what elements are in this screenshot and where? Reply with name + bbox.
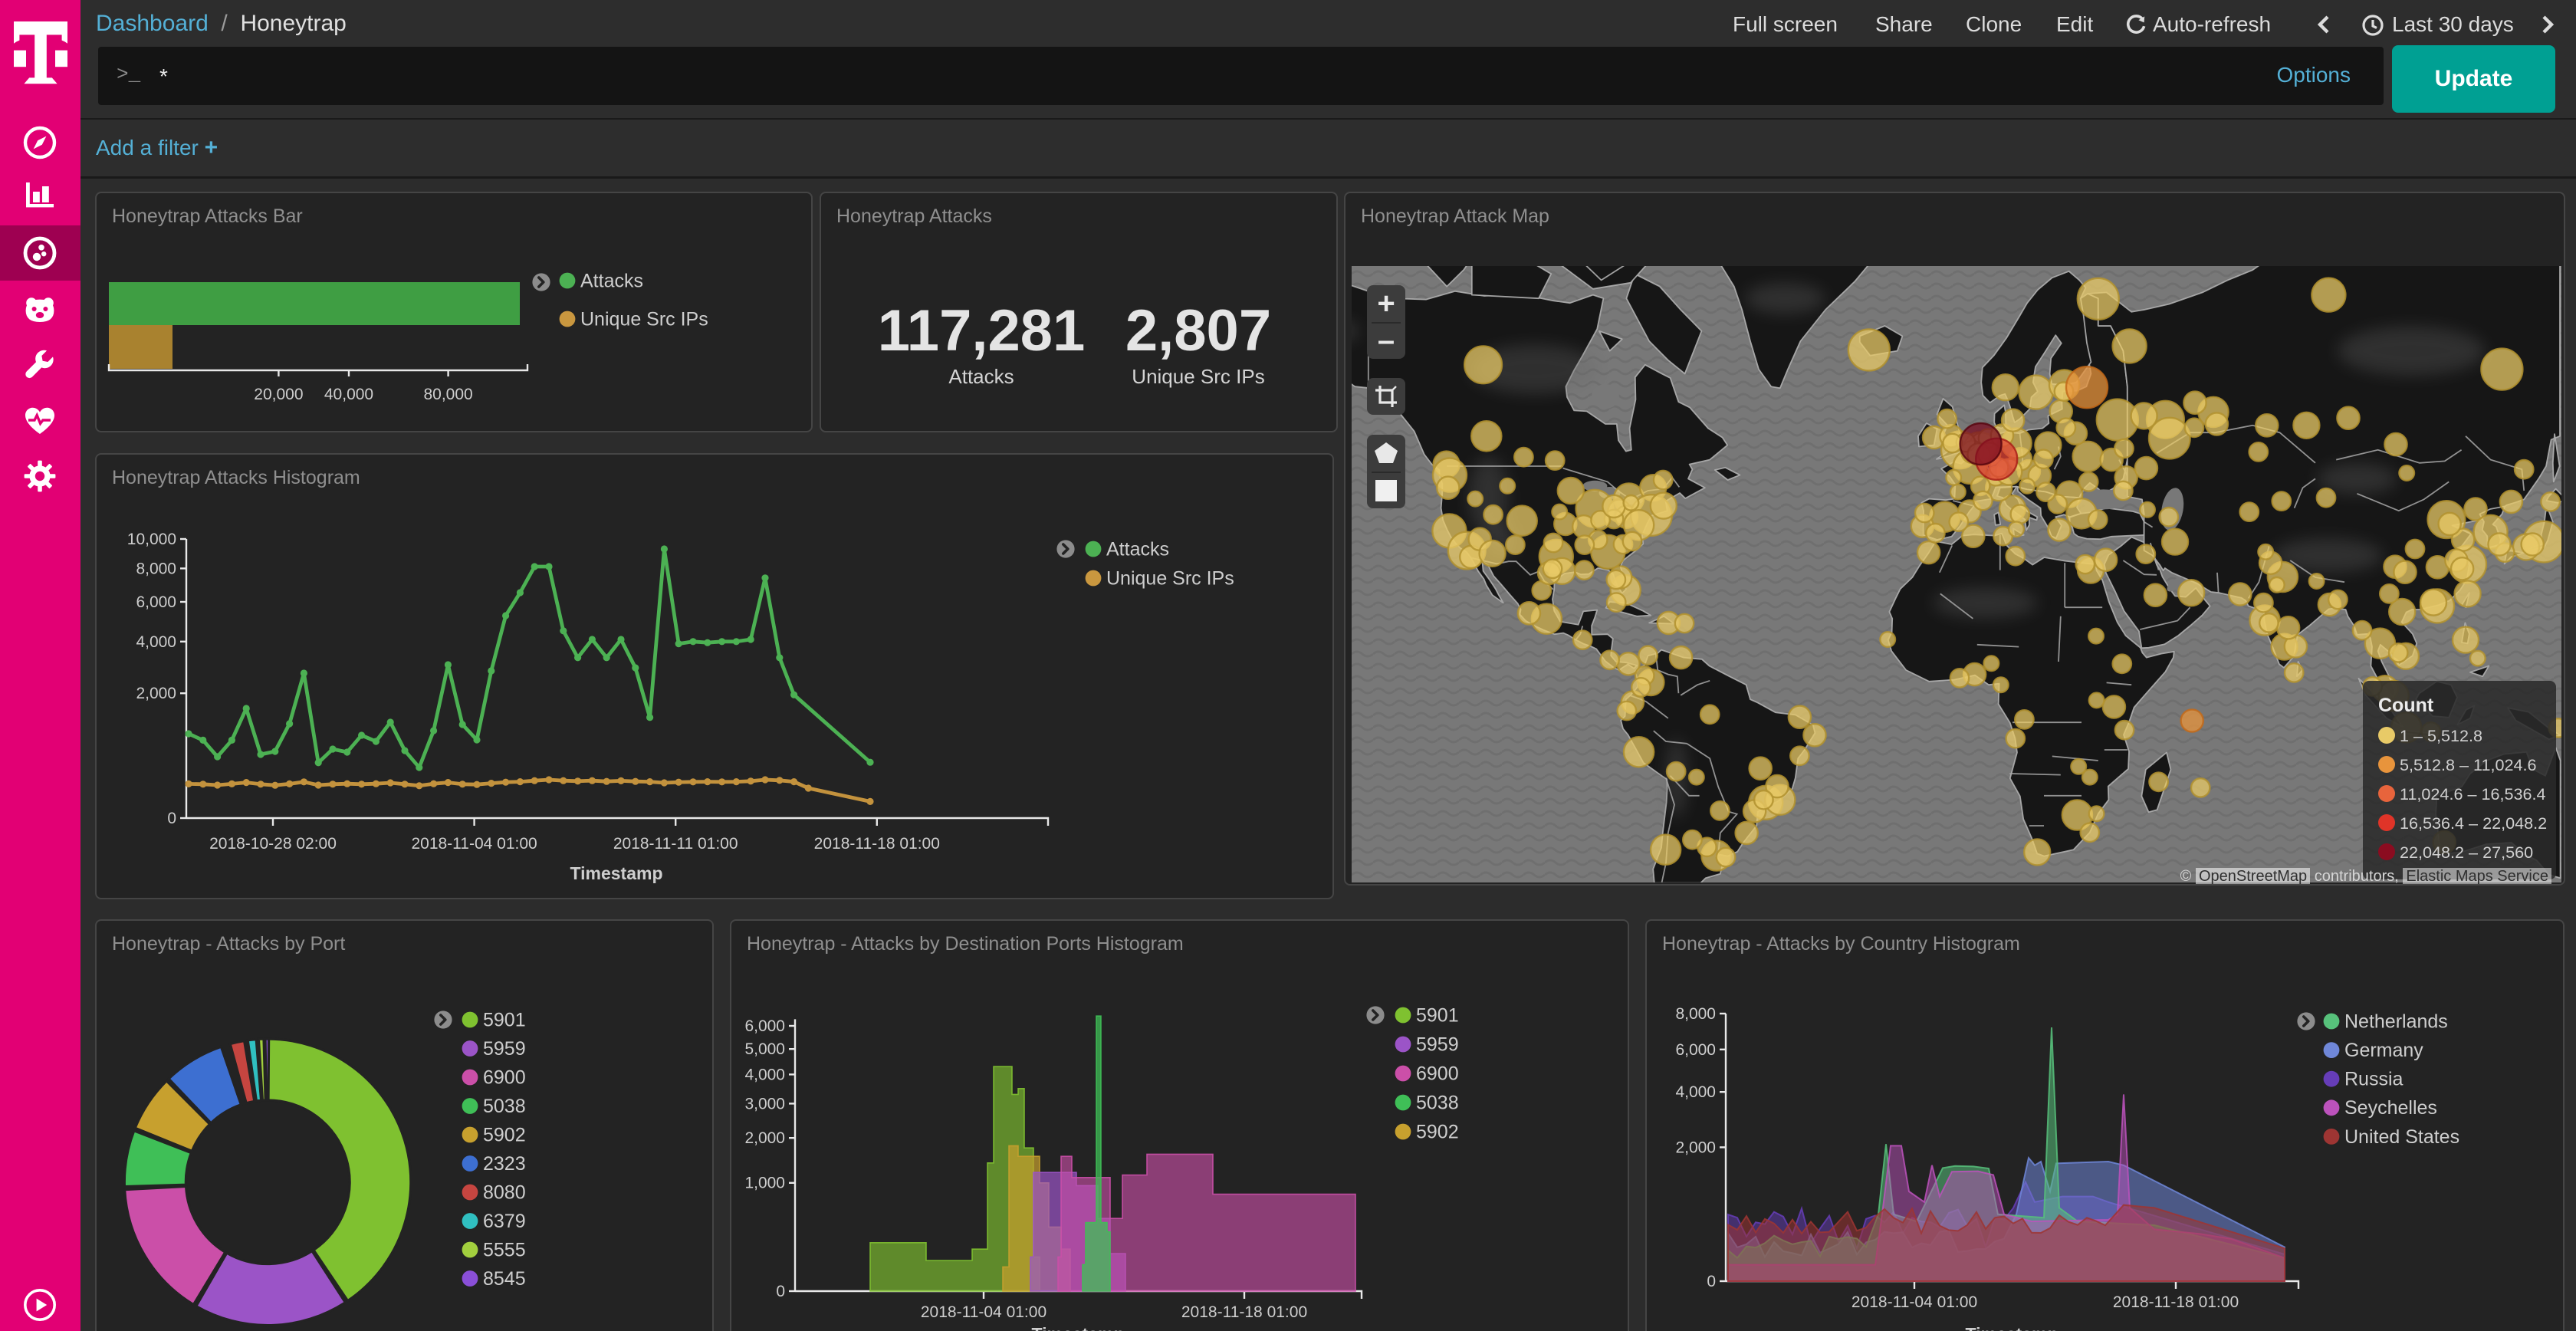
svg-text:5959: 5959 xyxy=(483,1038,526,1060)
svg-text:2018-11-04 01:00: 2018-11-04 01:00 xyxy=(1852,1293,1977,1311)
svg-text:6900: 6900 xyxy=(483,1066,526,1088)
svg-text:2323: 2323 xyxy=(483,1153,526,1175)
svg-text:5038: 5038 xyxy=(1416,1092,1459,1113)
svg-text:Timestamp: Timestamp xyxy=(570,863,662,883)
svg-text:5959: 5959 xyxy=(1416,1034,1459,1055)
svg-text:Unique Src IPs: Unique Src IPs xyxy=(580,308,708,330)
svg-text:Timestamp: Timestamp xyxy=(1031,1324,1124,1331)
svg-text:2,000: 2,000 xyxy=(1675,1139,1716,1156)
svg-text:5902: 5902 xyxy=(1416,1121,1459,1142)
svg-text:United States: United States xyxy=(2344,1126,2459,1148)
svg-text:Germany: Germany xyxy=(2344,1040,2423,1061)
svg-text:4,000: 4,000 xyxy=(136,633,176,651)
svg-text:0: 0 xyxy=(167,810,176,827)
svg-text:Russia: Russia xyxy=(2344,1069,2404,1090)
svg-text:6,000: 6,000 xyxy=(1675,1041,1716,1059)
svg-text:8080: 8080 xyxy=(483,1181,526,1203)
svg-text:2,000: 2,000 xyxy=(744,1129,785,1147)
svg-text:6379: 6379 xyxy=(483,1211,526,1232)
svg-text:40,000: 40,000 xyxy=(324,386,373,403)
svg-text:5038: 5038 xyxy=(483,1096,526,1117)
svg-text:Attacks: Attacks xyxy=(580,270,643,291)
svg-text:8,000: 8,000 xyxy=(1675,1005,1716,1023)
svg-text:20,000: 20,000 xyxy=(254,386,303,403)
svg-text:4,000: 4,000 xyxy=(744,1066,785,1083)
svg-text:8,000: 8,000 xyxy=(136,560,176,577)
svg-text:Seychelles: Seychelles xyxy=(2344,1097,2437,1119)
svg-text:2018-10-28 02:00: 2018-10-28 02:00 xyxy=(209,835,337,853)
svg-text:4,000: 4,000 xyxy=(1675,1083,1716,1101)
svg-text:2018-11-04 01:00: 2018-11-04 01:00 xyxy=(921,1303,1046,1321)
svg-text:0: 0 xyxy=(1707,1273,1716,1290)
svg-text:5,000: 5,000 xyxy=(744,1040,785,1058)
svg-text:Netherlands: Netherlands xyxy=(2344,1011,2448,1032)
svg-text:5555: 5555 xyxy=(483,1239,526,1260)
svg-text:0: 0 xyxy=(776,1283,785,1300)
svg-text:6900: 6900 xyxy=(1416,1063,1459,1084)
svg-text:2018-11-18 01:00: 2018-11-18 01:00 xyxy=(814,835,940,853)
svg-text:2018-11-18 01:00: 2018-11-18 01:00 xyxy=(1181,1303,1307,1321)
svg-text:Timestamp: Timestamp xyxy=(1965,1324,2058,1331)
svg-text:2,000: 2,000 xyxy=(136,685,176,702)
svg-text:1,000: 1,000 xyxy=(744,1175,785,1192)
svg-text:3,000: 3,000 xyxy=(744,1095,785,1112)
svg-text:6,000: 6,000 xyxy=(744,1017,785,1035)
svg-text:5901: 5901 xyxy=(483,1009,526,1030)
svg-text:8545: 8545 xyxy=(483,1268,526,1290)
svg-text:2018-11-18 01:00: 2018-11-18 01:00 xyxy=(2113,1293,2239,1311)
svg-text:5901: 5901 xyxy=(1416,1004,1459,1026)
svg-text:2018-11-04 01:00: 2018-11-04 01:00 xyxy=(411,835,537,853)
svg-text:6,000: 6,000 xyxy=(136,593,176,611)
svg-text:5902: 5902 xyxy=(483,1124,526,1145)
svg-text:2018-11-11 01:00: 2018-11-11 01:00 xyxy=(613,835,738,853)
svg-text:80,000: 80,000 xyxy=(423,386,472,403)
svg-text:10,000: 10,000 xyxy=(127,531,176,548)
svg-text:Attacks: Attacks xyxy=(1106,538,1169,560)
svg-text:Unique Src IPs: Unique Src IPs xyxy=(1106,567,1234,589)
